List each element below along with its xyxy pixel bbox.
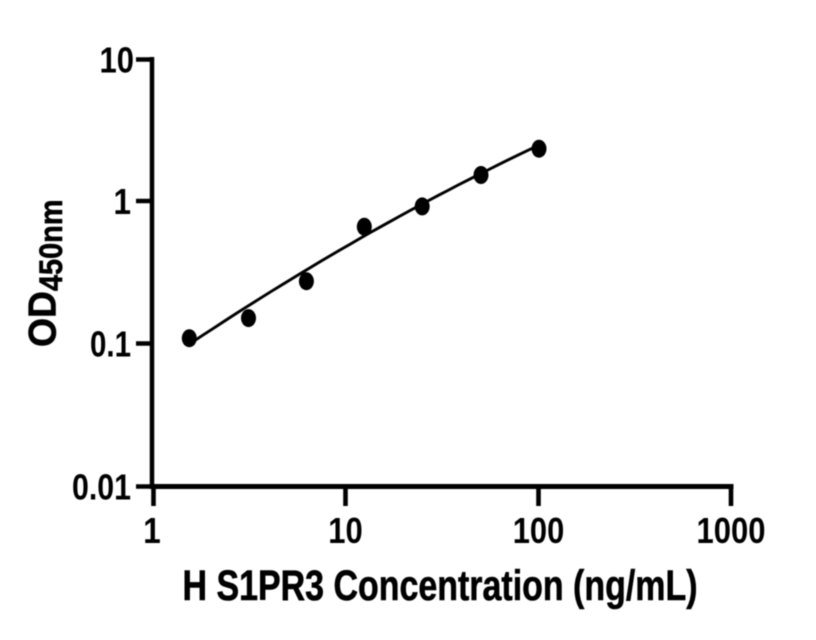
svg-text:1: 1 — [114, 181, 132, 222]
svg-text:100: 100 — [513, 510, 565, 551]
svg-text:1: 1 — [143, 510, 161, 551]
svg-text:10: 10 — [328, 510, 363, 551]
svg-text:H S1PR3 Concentration (ng/mL): H S1PR3 Concentration (ng/mL) — [183, 562, 698, 610]
svg-text:1000: 1000 — [697, 510, 766, 551]
svg-text:10: 10 — [100, 39, 135, 80]
svg-text:0.01: 0.01 — [72, 467, 131, 508]
svg-text:0.1: 0.1 — [90, 324, 131, 365]
svg-text:OD450nm: OD450nm — [22, 200, 70, 348]
